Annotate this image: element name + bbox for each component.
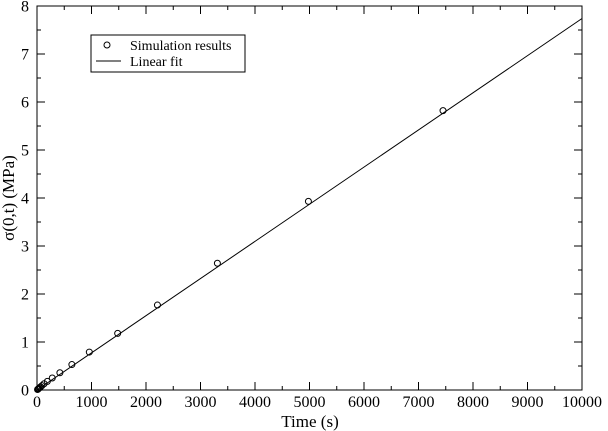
simulation-point: [85, 348, 93, 356]
tick-labels-layer: 0 1000 2000 3000 4000 5000 6000 7000 8000 9000 100…: [21, 0, 602, 411]
simulation-point: [439, 107, 447, 115]
simulation-point: [153, 301, 161, 309]
x-tick-label: 6000: [348, 394, 380, 411]
simulation-point: [114, 329, 122, 337]
x-axis-label: Time (s): [281, 412, 338, 431]
x-tick-label: 1000: [76, 394, 108, 411]
simulation-point: [38, 382, 46, 390]
simulation-point: [48, 374, 56, 382]
simulation-point: [213, 259, 221, 267]
y-tick-label: 2: [21, 287, 29, 304]
y-axis-label: σ(0,t) (MPa): [0, 155, 18, 241]
x-tick-label: 4000: [239, 394, 271, 411]
y-tick-label: 4: [21, 191, 29, 208]
x-tick-label: 9000: [512, 394, 544, 411]
x-tick-label: 0: [33, 394, 41, 411]
x-tick-label: 8000: [457, 394, 489, 411]
y-tick-label: 6: [21, 95, 29, 112]
simulation-point: [304, 197, 312, 205]
y-tick-label: 1: [21, 335, 29, 352]
y-tick-label: 0: [21, 383, 29, 400]
y-tick-label: 8: [21, 0, 29, 16]
simulation-point: [56, 369, 64, 377]
x-tick-label: 2000: [130, 394, 162, 411]
plot-frame: [36, 5, 583, 391]
x-tick-label: 10000: [562, 394, 602, 411]
y-tick-label: 5: [21, 143, 29, 160]
x-tick-label: 3000: [185, 394, 217, 411]
legend-box: [90, 34, 246, 73]
legend-marker-simulation: [103, 41, 111, 49]
y-tick-label: 7: [21, 47, 29, 64]
legend-label-simulation: Simulation results: [130, 39, 232, 54]
y-tick-label: 3: [21, 239, 29, 256]
x-tick-label: 7000: [403, 394, 435, 411]
legend: Simulation results Linear fit: [90, 34, 246, 73]
simulation-point: [68, 361, 76, 369]
simulation-point: [43, 377, 51, 385]
x-tick-label: 5000: [294, 394, 326, 411]
legend-label-fit: Linear fit: [130, 55, 183, 70]
